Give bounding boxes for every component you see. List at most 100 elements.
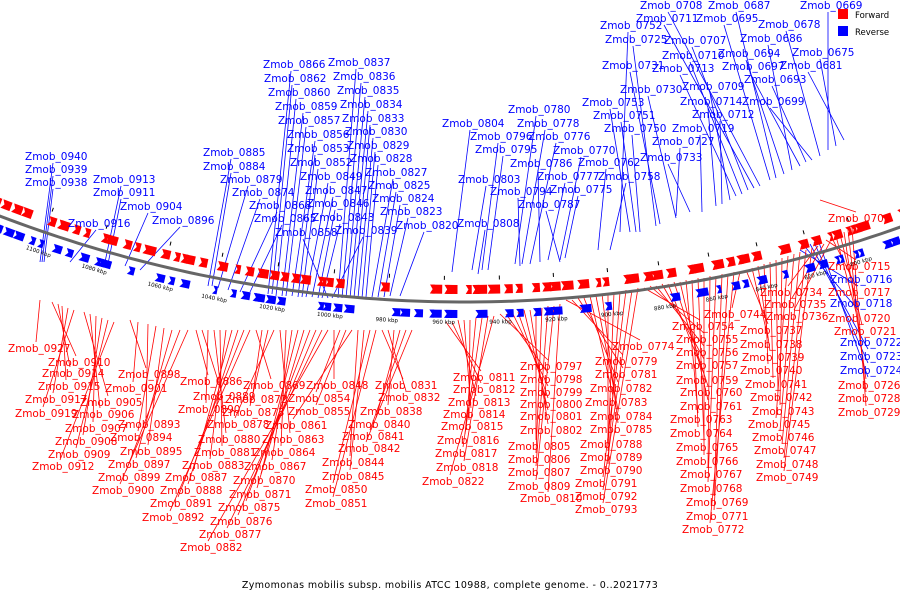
forward-gene-arrow — [845, 225, 853, 237]
leader-line — [779, 257, 783, 406]
reverse-gene-arrow — [0, 224, 4, 234]
leader-line — [61, 305, 67, 381]
leader-line — [252, 329, 263, 394]
leader-line — [713, 273, 723, 497]
gene-label: Zmob_0836 — [333, 71, 396, 83]
gene-label: Zmob_0749 — [756, 472, 818, 484]
genome-backbone-arc — [0, 214, 900, 304]
leader-line — [383, 204, 401, 298]
gene-label: Zmob_0847 — [305, 185, 367, 197]
gene-label: Zmob_0838 — [360, 406, 422, 418]
forward-gene-arrow — [279, 271, 290, 282]
forward-gene-arrow — [475, 284, 488, 294]
leader-line — [735, 11, 777, 179]
reverse-gene-arrow — [78, 252, 91, 263]
leader-line — [632, 45, 657, 227]
leader-line — [137, 325, 157, 432]
leader-line — [679, 74, 737, 197]
gene-label: Zmob_0852 — [290, 157, 352, 169]
legend-reverse-swatch — [838, 26, 848, 36]
scale-tick-label: 1040 kbp — [201, 294, 228, 305]
leader-line — [487, 155, 504, 271]
scale-tick-label: 1020 kbp — [259, 304, 286, 314]
leader-line — [187, 329, 239, 485]
gene-label: Zmob_0829 — [347, 140, 409, 152]
forward-gene-arrow — [531, 282, 541, 293]
forward-gene-arrow — [380, 282, 390, 292]
leader-line — [535, 307, 543, 454]
forward-gene-arrow — [160, 248, 172, 260]
scale-tick-mark — [277, 262, 280, 267]
forward-gene-arrow — [625, 273, 640, 284]
gene-label: Zmob_0699 — [742, 96, 804, 108]
forward-gene-arrow — [690, 262, 705, 274]
leader-line — [349, 110, 369, 299]
gene-label: Zmob_0710 — [662, 50, 724, 62]
gene-label: Zmob_0752 — [600, 20, 662, 32]
leader-line — [275, 98, 297, 297]
reverse-gene-arrow — [852, 249, 860, 259]
gene-label: Zmob_0744 — [704, 309, 767, 321]
forward-gene-arrow — [487, 284, 501, 294]
gene-label: Zmob_0888 — [160, 485, 222, 497]
gene-label: Zmob_0927 — [8, 343, 70, 355]
leader-line — [227, 198, 261, 291]
forward-gene-arrow — [335, 278, 346, 289]
gene-label: Zmob_0858 — [275, 227, 337, 239]
leader-line — [57, 303, 71, 368]
gene-label: Zmob_0771 — [686, 511, 748, 523]
reverse-gene-arrow — [399, 308, 411, 317]
leader-line — [332, 329, 371, 484]
leader-line — [285, 126, 307, 297]
leader-line — [691, 46, 749, 191]
gene-label: Zmob_0834 — [340, 99, 403, 111]
gene-label: Zmob_0913 — [93, 174, 155, 186]
leader-line — [723, 24, 771, 181]
leader-line — [597, 168, 607, 251]
gene-label: Zmob_0869 — [243, 380, 305, 392]
gene-label: Zmob_0765 — [676, 442, 738, 454]
gene-label: Zmob_0874 — [232, 187, 295, 199]
gene-label: Zmob_0753 — [582, 97, 644, 109]
leader-line — [835, 235, 857, 313]
leader-line — [607, 291, 615, 452]
leader-line — [517, 197, 521, 267]
leader-line — [707, 275, 711, 469]
gene-label: Zmob_0792 — [575, 491, 637, 503]
gene-label: Zmob_0793 — [575, 504, 637, 516]
leader-line — [619, 31, 629, 233]
gene-label: Zmob_0774 — [612, 341, 675, 353]
leader-line — [462, 317, 483, 448]
scale-tick-label: 920 kbp — [545, 316, 568, 324]
leader-line — [607, 291, 621, 465]
gene-label: Zmob_0861 — [265, 420, 327, 432]
reverse-gene-arrow — [343, 304, 355, 314]
gene-label: Zmob_0787 — [518, 199, 580, 211]
leader-line — [517, 311, 549, 399]
gene-label: Zmob_0709 — [682, 81, 744, 93]
leader-line — [691, 279, 699, 428]
gene-label: Zmob_0669 — [800, 0, 862, 12]
reverse-gene-arrow — [126, 266, 136, 276]
leader-line — [689, 61, 743, 195]
leader-line — [267, 70, 292, 295]
gene-label: Zmob_0748 — [756, 459, 818, 471]
gene-label: Zmob_0758 — [598, 171, 660, 183]
leader-line — [547, 182, 566, 261]
leader-line — [59, 321, 115, 461]
scale-tick-label: 1060 kbp — [147, 282, 174, 294]
forward-gene-arrow — [122, 239, 133, 251]
scale-tick-label: 1000 kbp — [317, 312, 344, 321]
leader-line — [649, 285, 705, 334]
leader-line — [643, 287, 701, 321]
leader-line — [685, 279, 699, 414]
gene-label: Zmob_0853 — [287, 143, 349, 155]
reverse-gene-arrow — [804, 262, 817, 274]
forward-gene-arrow — [465, 284, 472, 294]
gene-label: Zmob_0893 — [118, 419, 180, 431]
reverse-strand-track — [0, 224, 900, 318]
forward-gene-arrow — [184, 254, 196, 266]
gene-label: Zmob_0675 — [792, 47, 854, 59]
